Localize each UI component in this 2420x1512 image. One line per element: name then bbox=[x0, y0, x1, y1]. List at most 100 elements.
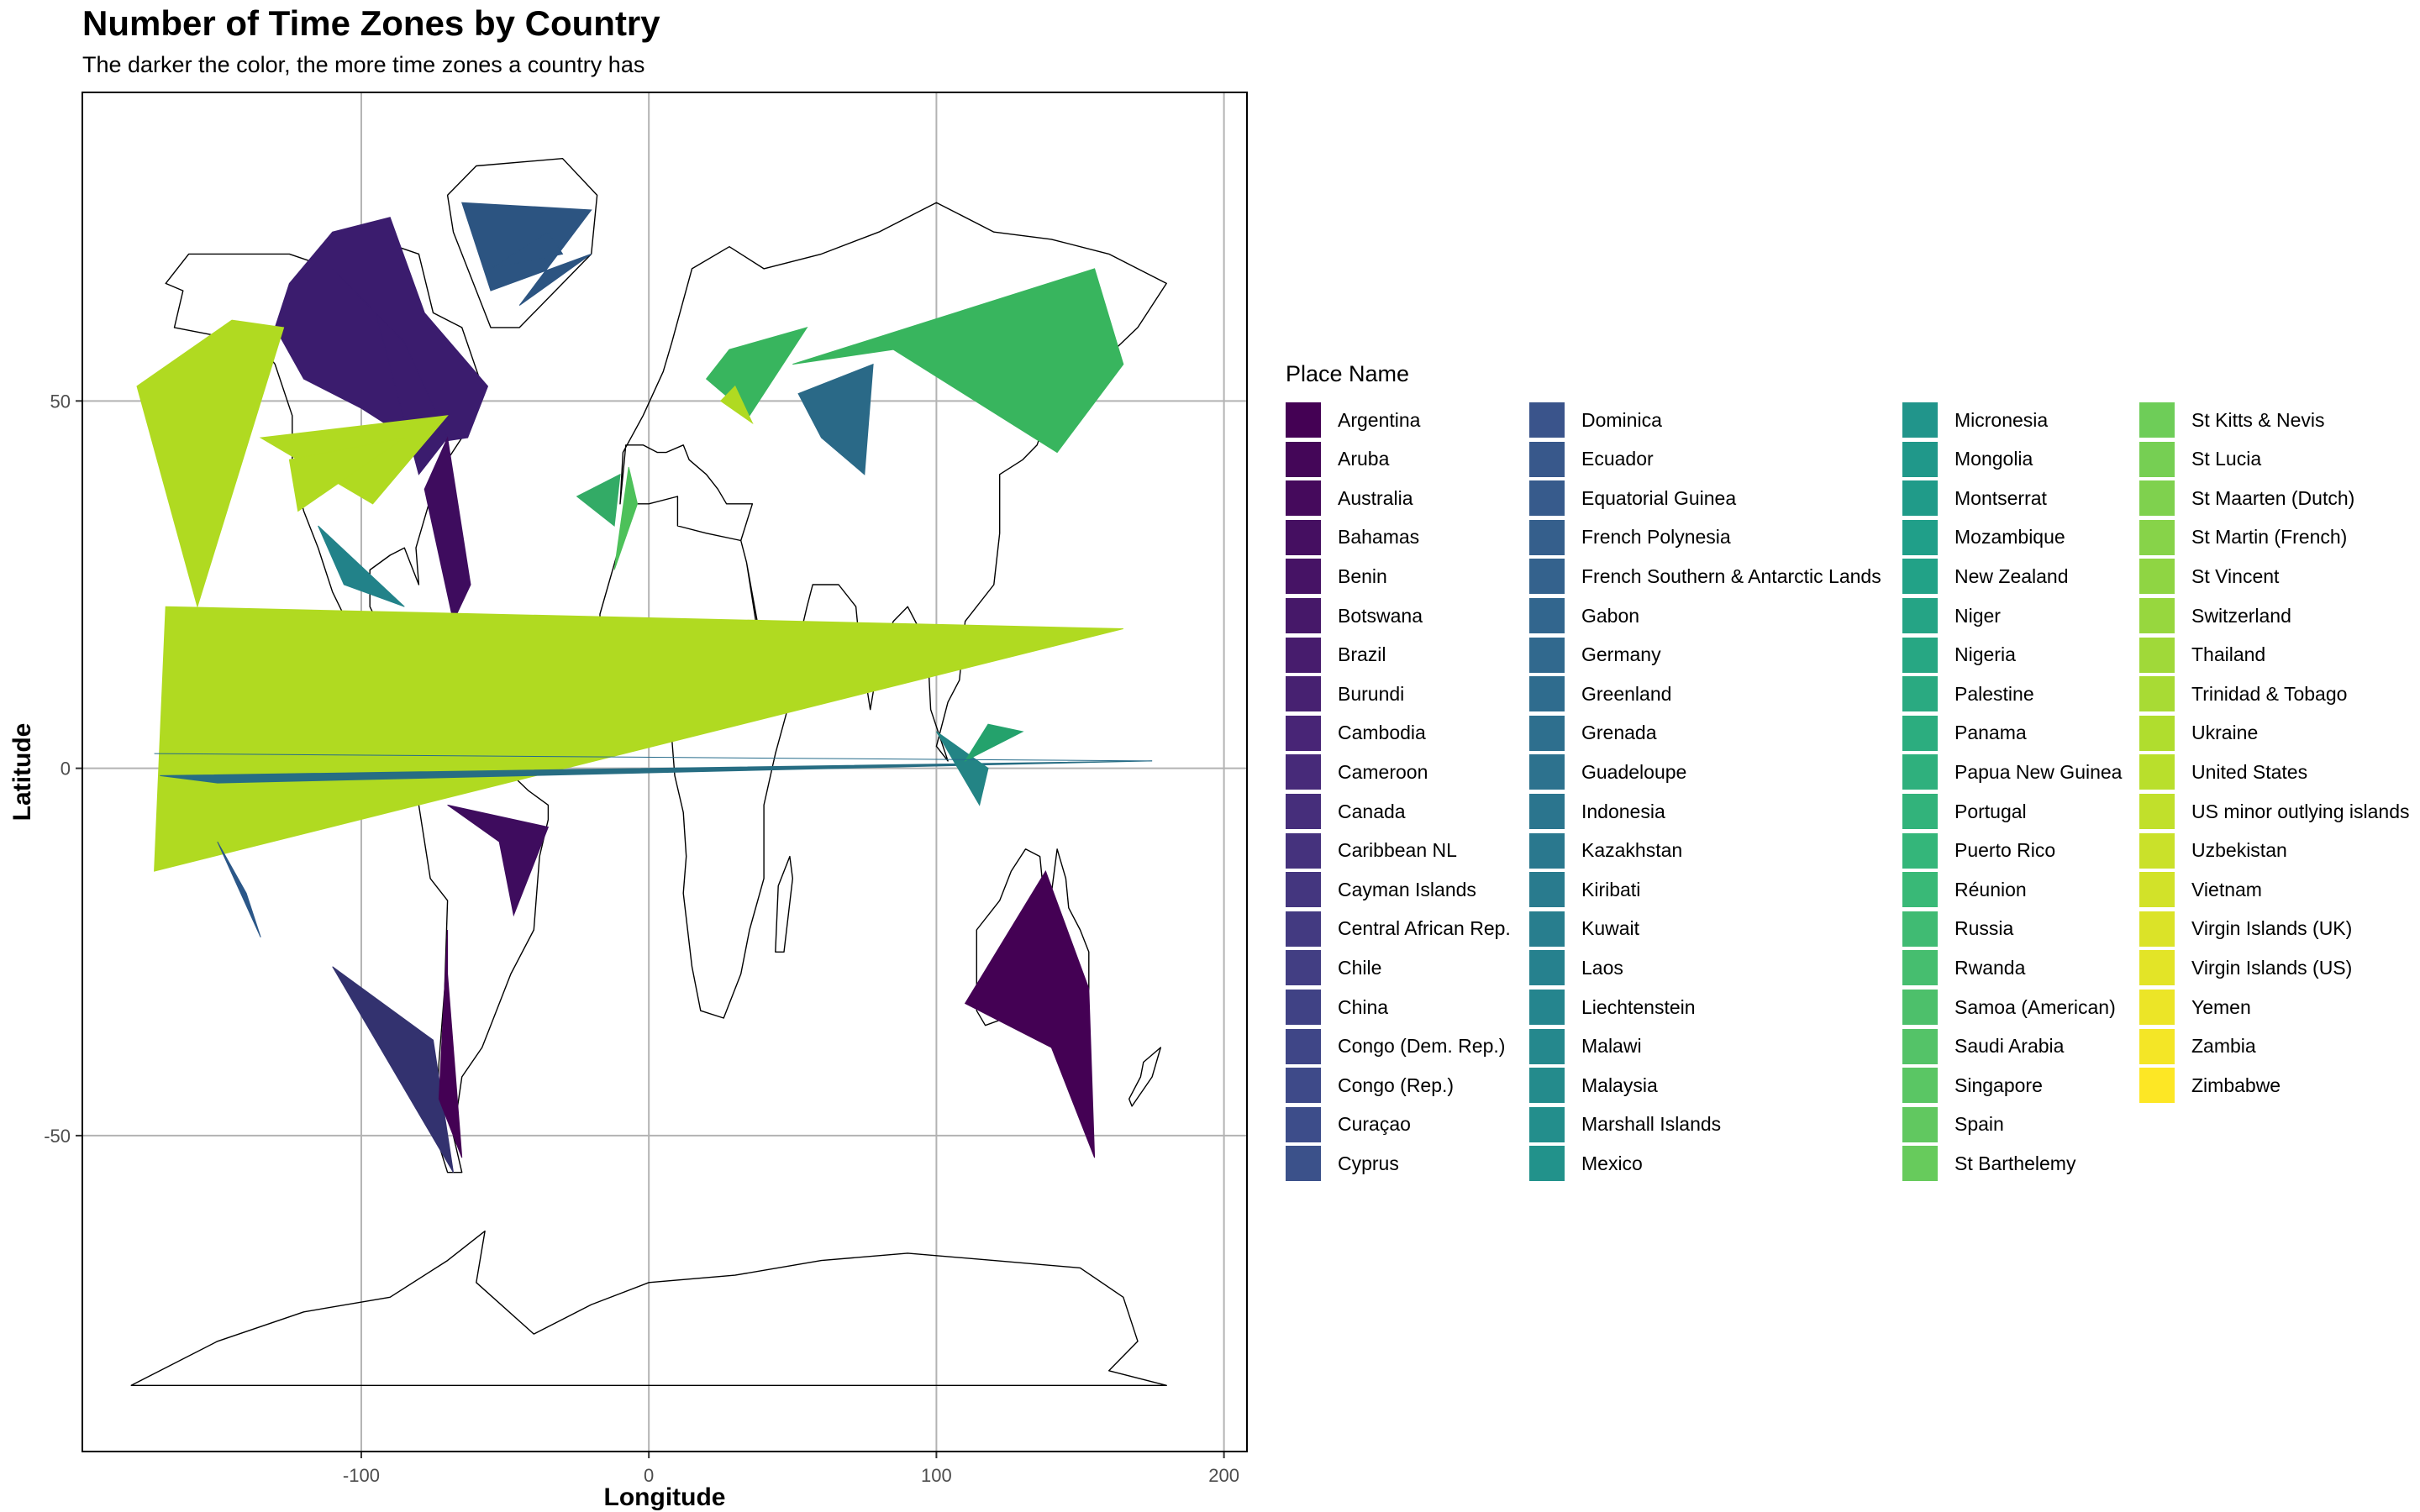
polygon-russia bbox=[792, 268, 1124, 454]
legend-key bbox=[1286, 1028, 1321, 1064]
legend-label: St Vincent bbox=[2191, 564, 2280, 587]
legend-label: Palestine bbox=[1954, 682, 2034, 705]
legend-key bbox=[1286, 794, 1321, 829]
legend-key bbox=[1286, 1068, 1321, 1104]
legend-item: Kiribati bbox=[1529, 871, 1640, 908]
legend-item: Zambia bbox=[2139, 1028, 2256, 1065]
legend-item: Niger bbox=[1902, 597, 2001, 634]
legend-item: Ukraine bbox=[2139, 715, 2258, 752]
legend-key bbox=[2139, 519, 2175, 555]
legend-item: Cambodia bbox=[1286, 715, 1426, 752]
polygon-argentina bbox=[438, 929, 463, 1158]
legend-key bbox=[1902, 637, 1938, 673]
polygon-greenland bbox=[490, 231, 564, 270]
legend-key bbox=[1902, 441, 1938, 477]
legend-label: Congo (Rep.) bbox=[1338, 1074, 1455, 1096]
legend-item: Malaysia bbox=[1529, 1067, 1658, 1104]
legend-label: Argentina bbox=[1338, 408, 1421, 431]
polygon-mexico bbox=[318, 525, 405, 607]
legend-key bbox=[1286, 754, 1321, 790]
legend-label: Canada bbox=[1338, 800, 1406, 822]
legend-key bbox=[1902, 1146, 1938, 1182]
legend-label: Indonesia bbox=[1581, 800, 1665, 822]
legend-key bbox=[2139, 402, 2175, 438]
legend-label: Niger bbox=[1954, 604, 2001, 627]
legend-label: Chile bbox=[1338, 956, 1382, 979]
legend-key bbox=[1902, 559, 1938, 595]
legend-label: Uzbekistan bbox=[2191, 839, 2287, 862]
legend-item: Indonesia bbox=[1529, 793, 1665, 830]
legend-label: French Polynesia bbox=[1581, 526, 1731, 549]
legend-label: Gabon bbox=[1581, 604, 1640, 627]
legend-label: Benin bbox=[1338, 564, 1387, 587]
legend-item: St Vincent bbox=[2139, 558, 2279, 595]
legend-item: Marshall Islands bbox=[1529, 1106, 1721, 1143]
legend-item: Portugal bbox=[1902, 793, 2027, 830]
legend-item: Caribbean NL bbox=[1286, 832, 1457, 869]
legend-label: Guadeloupe bbox=[1581, 760, 1687, 783]
legend-item: St Barthelemy bbox=[1902, 1145, 2075, 1182]
legend-item: Congo (Rep.) bbox=[1286, 1067, 1454, 1104]
legend-label: Spain bbox=[1954, 1113, 2004, 1136]
x-tick-label: -100 bbox=[343, 1465, 380, 1486]
legend-label: Liechtenstein bbox=[1581, 995, 1696, 1018]
legend-key bbox=[1529, 1146, 1565, 1182]
legend-label: Bahamas bbox=[1338, 526, 1420, 549]
legend-label: Mongolia bbox=[1954, 448, 2033, 470]
legend-label: Central African Rep. bbox=[1338, 917, 1511, 940]
legend-item: China bbox=[1286, 989, 1388, 1026]
legend-item: Brazil bbox=[1286, 637, 1386, 674]
legend-key bbox=[1902, 1028, 1938, 1064]
legend-item: St Kitts & Nevis bbox=[2139, 402, 2324, 438]
legend-item: Nigeria bbox=[1902, 637, 2016, 674]
legend-item: Mongolia bbox=[1902, 441, 2033, 478]
legend-key bbox=[1529, 832, 1565, 869]
legend-item: Malawi bbox=[1529, 1028, 1642, 1065]
legend-key bbox=[2139, 990, 2175, 1025]
legend-item: Benin bbox=[1286, 558, 1387, 595]
legend-item: Australia bbox=[1286, 480, 1413, 517]
legend-key bbox=[2139, 794, 2175, 829]
legend-item: Puerto Rico bbox=[1902, 832, 2055, 869]
polygon-united-states bbox=[288, 437, 405, 512]
legend-key bbox=[2139, 637, 2175, 673]
legend-label: Mexico bbox=[1581, 1152, 1643, 1174]
legend-item: Dominica bbox=[1529, 402, 1662, 438]
legend-label: Greenland bbox=[1581, 682, 1672, 705]
legend-item: Equatorial Guinea bbox=[1529, 480, 1736, 517]
legend-key bbox=[2139, 559, 2175, 595]
legend-item: Vietnam bbox=[2139, 871, 2262, 908]
polygon-portugal bbox=[576, 473, 621, 527]
legend-label: Kazakhstan bbox=[1581, 839, 1683, 862]
legend-label: Cayman Islands bbox=[1338, 878, 1476, 900]
legend-key bbox=[1529, 794, 1565, 829]
chart-subtitle: The darker the color, the more time zone… bbox=[82, 52, 645, 77]
legend-item: Micronesia bbox=[1902, 402, 2048, 438]
legend-label: Zimbabwe bbox=[2191, 1074, 2281, 1096]
legend-label: Micronesia bbox=[1954, 408, 2049, 431]
legend-key bbox=[1529, 441, 1565, 477]
legend-label: Mozambique bbox=[1954, 526, 2065, 549]
legend-key bbox=[2139, 715, 2175, 751]
legend-item: Burundi bbox=[1286, 675, 1404, 712]
legend-item: Kuwait bbox=[1529, 911, 1639, 948]
legend-label: Cambodia bbox=[1338, 722, 1426, 744]
legend-item: Ecuador bbox=[1529, 441, 1654, 478]
legend-label: Marshall Islands bbox=[1581, 1113, 1722, 1136]
legend-key bbox=[1286, 832, 1321, 869]
polygon-malaysia bbox=[935, 731, 989, 806]
legend-label: Ecuador bbox=[1581, 448, 1654, 470]
legend-key bbox=[1286, 872, 1321, 908]
legend-label: Grenada bbox=[1581, 722, 1657, 744]
legend-label: French Southern & Antarctic Lands bbox=[1581, 564, 1881, 587]
legend-key bbox=[2139, 441, 2175, 477]
legend-item: Saudi Arabia bbox=[1902, 1028, 2064, 1065]
legend-label: Germany bbox=[1581, 643, 1661, 666]
legend-label: St Maarten (Dutch) bbox=[2191, 486, 2355, 509]
y-tick-label: 0 bbox=[60, 759, 71, 780]
legend-label: Malaysia bbox=[1581, 1074, 1658, 1096]
legend-key bbox=[1902, 832, 1938, 869]
legend-item: Greenland bbox=[1529, 675, 1671, 712]
legend-key bbox=[1902, 794, 1938, 829]
